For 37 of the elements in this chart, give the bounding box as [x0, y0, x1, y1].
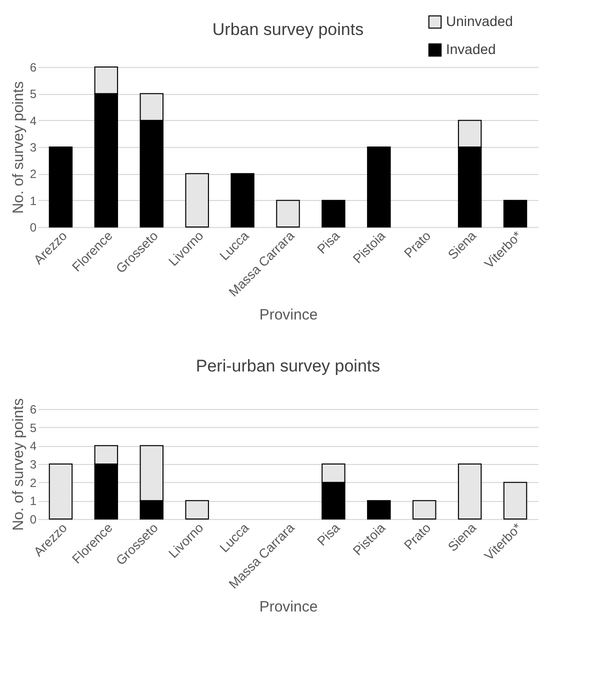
bar — [412, 500, 436, 520]
x-tick-label: Pisa — [314, 520, 344, 549]
bar — [48, 464, 73, 520]
y-tick-label: 5 — [30, 420, 37, 435]
bar — [503, 200, 528, 228]
bar — [276, 200, 300, 228]
legend-label: Uninvaded — [446, 13, 513, 29]
bar — [48, 146, 73, 228]
x-tick-label: Pisa — [314, 228, 344, 257]
chart-title: Urban survey points — [212, 20, 364, 39]
y-tick-label: 0 — [30, 220, 37, 234]
bar — [185, 173, 209, 228]
bar — [185, 500, 209, 520]
bar — [322, 200, 346, 228]
y-tick-label: 3 — [30, 458, 37, 472]
y-tick-label: 0 — [30, 512, 37, 526]
y-tick-label: 3 — [30, 140, 37, 154]
y-tick-label: 2 — [30, 476, 37, 490]
bar — [503, 482, 528, 520]
x-axis-title: Province — [259, 306, 318, 324]
y-tick-label: 2 — [30, 167, 37, 182]
y-tick-label: 4 — [30, 439, 37, 454]
bar — [230, 173, 254, 228]
y-tick-label: 5 — [30, 87, 37, 102]
y-tick-label: 6 — [30, 60, 37, 74]
bar — [367, 146, 391, 228]
y-axis-title: No. of survey points — [10, 81, 27, 214]
bar — [367, 500, 391, 520]
legend-label: Invaded — [446, 41, 496, 57]
y-tick-label: 1 — [30, 494, 37, 508]
y-tick-label: 4 — [30, 114, 37, 128]
y-axis-title: No. of survey points — [10, 398, 27, 531]
x-axis-title: Province — [259, 598, 318, 616]
bar — [458, 464, 482, 520]
y-tick-label: 6 — [30, 402, 37, 416]
chart-title: Peri-urban survey points — [196, 356, 380, 376]
y-tick-label: 1 — [30, 194, 37, 208]
